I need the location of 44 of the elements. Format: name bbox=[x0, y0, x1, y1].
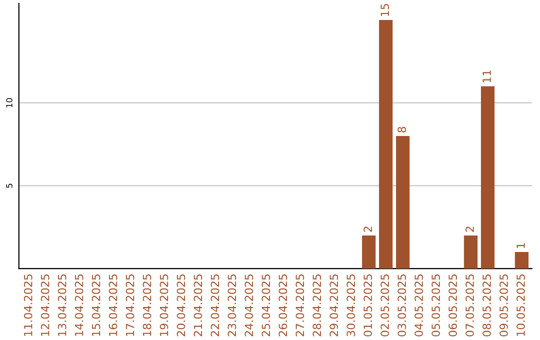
x-tick-label: 24.04.2025 bbox=[244, 274, 254, 336]
x-tick-label: 05.05.2025 bbox=[432, 274, 440, 336]
x-tick-label: 30.04.2025 bbox=[346, 274, 356, 336]
x-tick-label: 21.04.2025 bbox=[194, 274, 202, 336]
bar bbox=[514, 252, 529, 269]
x-tick-label: 08.05.2025 bbox=[482, 274, 491, 336]
bar bbox=[480, 86, 495, 269]
bar bbox=[396, 136, 410, 269]
bar bbox=[379, 20, 393, 269]
x-tick-label: 22.04.2025 bbox=[210, 274, 220, 336]
x-tick-label: 03.05.2025 bbox=[398, 274, 406, 336]
x-tick-label: 18.04.2025 bbox=[142, 274, 152, 336]
x-tick-label: 01.05.2025 bbox=[364, 274, 372, 336]
x-tick-label: 06.05.2025 bbox=[448, 274, 457, 336]
x-tick-label: 02.05.2025 bbox=[380, 274, 390, 336]
x-tick-label: 23.04.2025 bbox=[228, 274, 236, 336]
y-tick-label: 10 bbox=[6, 98, 12, 108]
x-tick-label: 15.04.2025 bbox=[92, 274, 100, 336]
x-tick-label: 20.04.2025 bbox=[176, 274, 186, 336]
x-tick-label: 04.05.2025 bbox=[414, 274, 424, 336]
x-tick-label: 16.04.2025 bbox=[108, 274, 118, 336]
x-tick-label: 12.04.2025 bbox=[40, 274, 50, 336]
x-tick-label: 11.04.2025 bbox=[24, 274, 32, 336]
x-tick-label: 13.04.2025 bbox=[58, 274, 66, 336]
x-tick-label: 10.05.2025 bbox=[516, 274, 525, 336]
x-tick-label: 07.05.2025 bbox=[466, 274, 474, 336]
x-tick-label: 14.04.2025 bbox=[74, 274, 84, 336]
x-tick-label: 27.04.2025 bbox=[296, 274, 304, 336]
data-label: 8 bbox=[398, 126, 406, 132]
bar bbox=[464, 235, 478, 269]
data-label: 2 bbox=[466, 226, 474, 232]
data-label: 15 bbox=[380, 4, 390, 16]
data-label: 2 bbox=[364, 226, 372, 232]
data-label: 1 bbox=[516, 243, 525, 248]
y-tick-label: 5 bbox=[6, 184, 12, 188]
x-tick-label: 26.04.2025 bbox=[278, 274, 288, 336]
data-label: 11 bbox=[482, 70, 491, 82]
x-tick-label: 25.04.2025 bbox=[262, 274, 270, 336]
x-tick-label: 17.04.2025 bbox=[126, 274, 134, 336]
x-tick-label: 19.04.2025 bbox=[160, 274, 168, 336]
x-tick-label: 29.04.2025 bbox=[330, 274, 338, 336]
bar bbox=[362, 235, 376, 269]
x-tick-label: 28.04.2025 bbox=[312, 274, 322, 336]
x-tick-label: 09.05.2025 bbox=[500, 274, 508, 336]
